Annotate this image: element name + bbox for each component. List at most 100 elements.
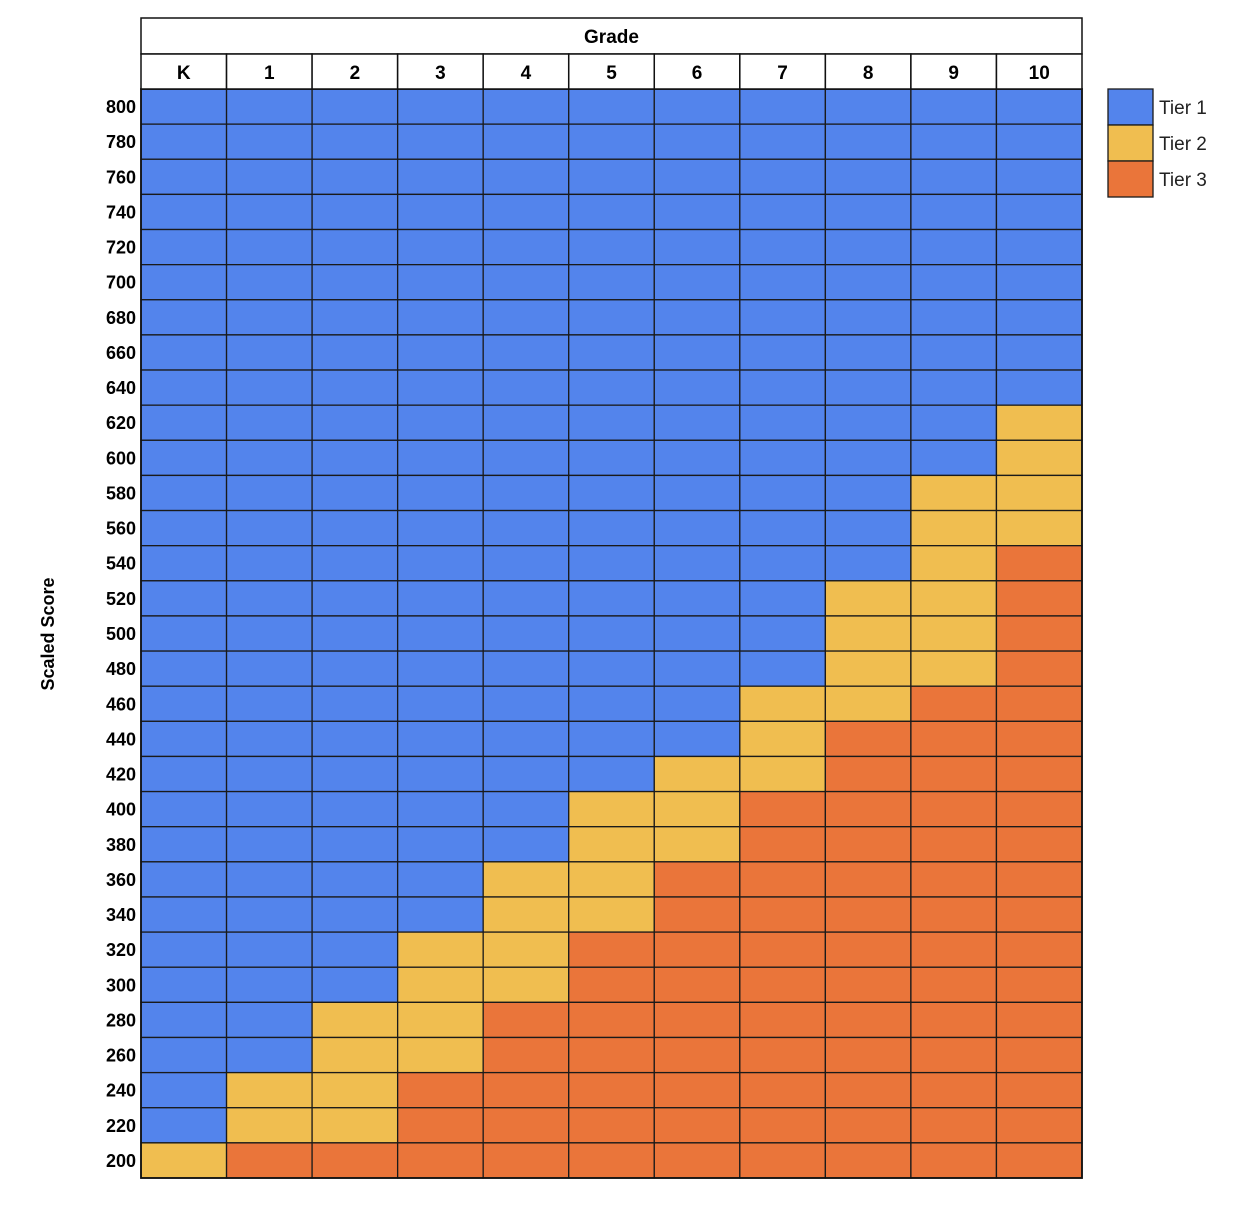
cell-grade-7-score-220 (739, 1107, 827, 1144)
cell-grade-K-score-800 (140, 88, 228, 125)
cell-grade-1-score-500 (225, 615, 313, 652)
cell-grade-5-score-520 (568, 580, 655, 617)
cell-grade-4-score-260 (482, 1036, 570, 1074)
cell-grade-10-score-720 (995, 228, 1083, 266)
cell-grade-K-score-500 (140, 615, 228, 652)
score-label-800: 800 (106, 97, 136, 117)
cell-grade-6-score-440 (653, 720, 741, 758)
cell-grade-3-score-480 (396, 650, 484, 687)
cell-grade-10-score-500 (995, 615, 1083, 652)
cell-grade-K-score-640 (140, 369, 228, 406)
cell-grade-K-score-520 (140, 580, 228, 617)
cell-grade-2-score-800 (311, 88, 399, 125)
cell-grade-5-score-340 (568, 896, 655, 933)
cell-grade-9-score-240 (910, 1071, 998, 1109)
cell-grade-4-score-460 (482, 685, 570, 722)
cell-grade-8-score-280 (824, 1001, 912, 1039)
cell-grade-7-score-740 (739, 193, 827, 231)
cell-grade-6-score-480 (653, 650, 741, 687)
cell-grade-3-score-360 (396, 861, 484, 898)
cell-grade-K-score-260 (140, 1036, 228, 1074)
cell-grade-5-score-420 (568, 755, 655, 793)
cell-grade-1-score-340 (225, 896, 313, 933)
cell-grade-8-score-720 (824, 228, 912, 266)
cell-grade-6-score-340 (653, 896, 741, 933)
cell-grade-4-score-300 (482, 966, 570, 1004)
cell-grade-1-score-560 (225, 509, 313, 547)
cell-grade-3-score-540 (396, 545, 484, 582)
cell-grade-7-score-480 (739, 650, 827, 687)
score-label-540: 540 (106, 554, 136, 574)
cell-grade-5-score-200 (568, 1142, 655, 1179)
cell-grade-7-score-340 (739, 896, 827, 933)
cell-grade-9-score-220 (910, 1107, 998, 1144)
grade-label-2: 2 (350, 63, 361, 84)
cell-grade-8-score-240 (824, 1071, 912, 1109)
cell-grade-2-score-260 (311, 1036, 399, 1074)
cell-grade-6-score-300 (653, 966, 741, 1004)
cell-grade-7-score-400 (739, 790, 827, 828)
cell-grade-9-score-600 (910, 439, 998, 477)
cell-grade-4-score-800 (482, 88, 570, 125)
cell-grade-10-score-660 (995, 334, 1083, 371)
cell-grade-7-score-200 (739, 1142, 827, 1179)
cell-grade-9-score-680 (910, 299, 998, 336)
score-label-440: 440 (106, 729, 136, 749)
cell-grade-5-score-540 (568, 545, 655, 582)
cell-grade-2-score-500 (311, 615, 399, 652)
cell-grade-1-score-380 (225, 826, 313, 863)
cell-grade-6-score-580 (653, 474, 741, 512)
cell-grade-2-score-380 (311, 826, 399, 863)
cell-grade-1-score-320 (225, 931, 313, 968)
cell-grade-10-score-240 (995, 1071, 1083, 1109)
cell-grade-3-score-380 (396, 826, 484, 863)
cell-grade-K-score-340 (140, 896, 228, 933)
cell-grade-8-score-440 (824, 720, 912, 758)
cell-grade-2-score-540 (311, 545, 399, 582)
y-axis-label: Scaled Score (38, 577, 58, 690)
cell-grade-10-score-700 (995, 263, 1083, 301)
cell-grade-K-score-400 (140, 790, 228, 828)
cell-grade-2-score-780 (311, 123, 399, 160)
cell-grade-6-score-460 (653, 685, 741, 722)
cell-grade-3-score-600 (396, 439, 484, 477)
cell-grade-4-score-520 (482, 580, 570, 617)
score-label-260: 260 (106, 1046, 136, 1066)
cell-grade-4-score-280 (482, 1001, 570, 1039)
cell-grade-4-score-780 (482, 123, 570, 160)
cell-grade-10-score-280 (995, 1001, 1083, 1039)
cell-grade-3-score-300 (396, 966, 484, 1004)
cell-grade-1-score-580 (225, 474, 313, 512)
cell-grade-2-score-200 (311, 1142, 399, 1179)
cell-grade-10-score-460 (995, 685, 1083, 722)
cell-grade-4-score-380 (482, 826, 570, 863)
cell-grade-3-score-240 (396, 1071, 484, 1109)
cell-grade-10-score-680 (995, 299, 1083, 336)
cell-grade-4-score-480 (482, 650, 570, 687)
cell-grade-10-score-640 (995, 369, 1083, 406)
grade-label-5: 5 (606, 63, 617, 84)
cell-grade-10-score-360 (995, 861, 1083, 898)
cell-grade-1-score-620 (225, 404, 313, 441)
cell-grade-5-score-360 (568, 861, 655, 898)
score-label-220: 220 (106, 1116, 136, 1136)
cell-grade-6-score-380 (653, 826, 741, 863)
cell-grade-10-score-480 (995, 650, 1083, 687)
cell-grade-5-score-260 (568, 1036, 655, 1074)
score-label-700: 700 (106, 273, 136, 293)
cell-grade-7-score-600 (739, 439, 827, 477)
grade-label-3: 3 (435, 63, 446, 84)
cell-grade-K-score-620 (140, 404, 228, 441)
cell-grade-2-score-640 (311, 369, 399, 406)
cell-grade-8-score-260 (824, 1036, 912, 1074)
cell-grade-5-score-440 (568, 720, 655, 758)
grade-cell-K (140, 53, 228, 90)
cell-grade-3-score-460 (396, 685, 484, 722)
cell-grade-6-score-740 (653, 193, 741, 231)
cell-grade-7-score-640 (739, 369, 827, 406)
cell-grade-9-score-660 (910, 334, 998, 371)
cell-grade-K-score-420 (140, 755, 228, 793)
grade-cell-2 (311, 53, 399, 90)
cell-grade-K-score-320 (140, 931, 228, 968)
cell-grade-6-score-640 (653, 369, 741, 406)
